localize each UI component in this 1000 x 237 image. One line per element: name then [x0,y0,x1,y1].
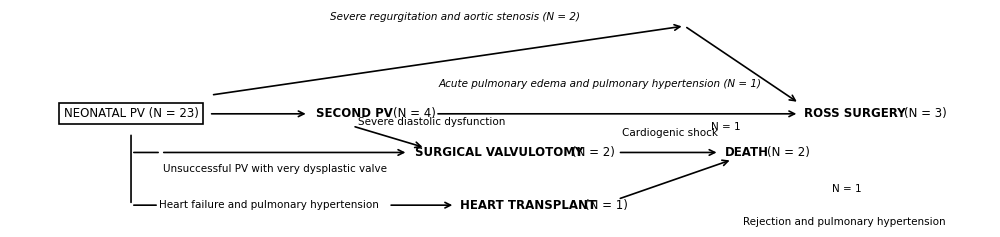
Text: N = 1: N = 1 [711,122,740,132]
Text: Severe diastolic dysfunction: Severe diastolic dysfunction [358,117,506,127]
Text: SECOND PV: SECOND PV [316,107,392,120]
Text: Rejection and pulmonary hypertension: Rejection and pulmonary hypertension [743,217,945,227]
Text: Severe regurgitation and aortic stenosis (N = 2): Severe regurgitation and aortic stenosis… [330,12,580,22]
Text: ROSS SURGERY: ROSS SURGERY [804,107,906,120]
Text: Cardiogenic shock: Cardiogenic shock [622,128,718,137]
Text: Acute pulmonary edema and pulmonary hypertension (N = 1): Acute pulmonary edema and pulmonary hype… [438,79,761,89]
Text: HEART TRANSPLANT: HEART TRANSPLANT [460,199,596,212]
Text: (N = 3): (N = 3) [904,107,947,120]
Text: (N = 4): (N = 4) [393,107,436,120]
Text: NEONATAL PV (N = 23): NEONATAL PV (N = 23) [64,107,198,120]
Text: (N = 2): (N = 2) [572,146,615,159]
Text: Unsuccessful PV with very dysplastic valve: Unsuccessful PV with very dysplastic val… [163,164,387,174]
Text: DEATH: DEATH [725,146,769,159]
Text: (N = 2): (N = 2) [767,146,810,159]
Text: SURGICAL VALVULOTOMY: SURGICAL VALVULOTOMY [415,146,584,159]
Text: Heart failure and pulmonary hypertension: Heart failure and pulmonary hypertension [159,200,379,210]
Text: N = 1: N = 1 [832,184,862,194]
Text: (N = 1): (N = 1) [585,199,628,212]
